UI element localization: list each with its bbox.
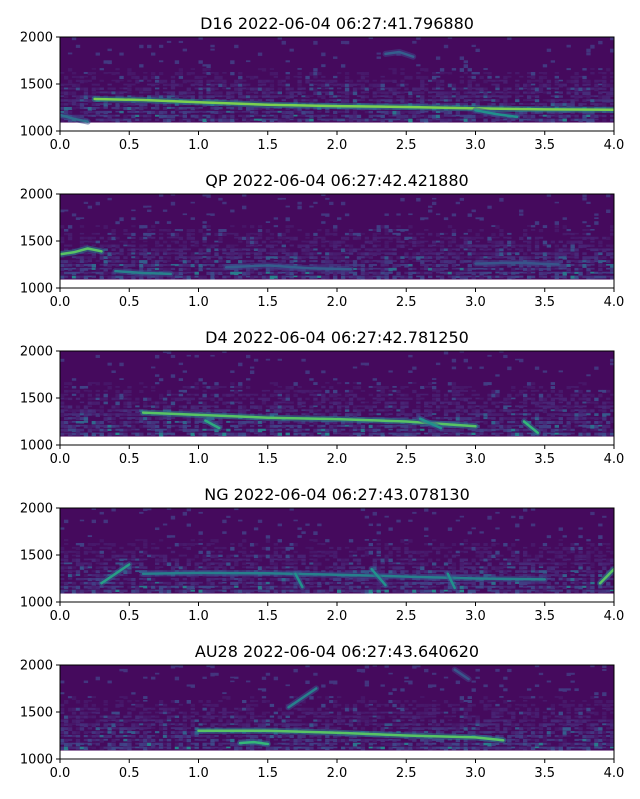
track-3: [453, 668, 470, 681]
x-tick-label: 1.5: [257, 452, 278, 467]
x-tick-label: 3.5: [534, 295, 555, 310]
spectrogram-panel-0: 0.0 0.5 1.0 1.5 2.0 2.5 3.0 3.5 4.0 1000 1500 2000: [20, 31, 624, 154]
track-2: [384, 50, 415, 58]
x-tick-label: 1.5: [257, 766, 278, 781]
track-3: [370, 567, 387, 587]
y-tick-label: 2000: [20, 188, 53, 203]
x-tick-label: 0.0: [50, 138, 71, 153]
y-tick-label: 2000: [20, 345, 53, 360]
y-tick-label: 1500: [20, 392, 53, 407]
x-tick-label: 0.5: [119, 609, 140, 624]
x-tick-label: 2.0: [327, 766, 348, 781]
x-tick-label: 0.5: [119, 295, 140, 310]
x-tick-label: 0.5: [119, 452, 140, 467]
x-tick-label: 4.0: [604, 609, 625, 624]
y-tick-label: 1500: [20, 549, 53, 564]
track-3: [474, 261, 560, 266]
x-tick-label: 3.0: [465, 452, 486, 467]
track-0: [93, 97, 614, 112]
x-tick-label: 0.0: [50, 452, 71, 467]
spectrogram-panel-4: 0.0 0.5 1.0 1.5 2.0 2.5 3.0 3.5 4.0 1000 1500 2000: [20, 659, 624, 782]
x-tick-label: 2.5: [396, 452, 417, 467]
spectrogram-noise: [60, 351, 614, 437]
y-tick-label: 1000: [20, 282, 53, 297]
track-1: [287, 687, 318, 709]
track-2: [224, 264, 353, 271]
x-tick-label: 1.0: [188, 138, 209, 153]
y-tick-label: 1500: [20, 706, 53, 721]
panel-title-0: D16 2022-06-04 06:27:41.796880: [200, 14, 474, 33]
y-tick-label: 1000: [20, 125, 53, 140]
x-tick-label: 3.0: [465, 766, 486, 781]
track-1: [204, 419, 221, 430]
x-tick-label: 3.5: [534, 766, 555, 781]
x-tick-label: 1.0: [188, 766, 209, 781]
spectrogram-noise: [60, 665, 614, 751]
panel-title-3: NG 2022-06-04 06:27:43.078130: [204, 485, 470, 504]
x-tick-label: 2.5: [396, 609, 417, 624]
x-tick-label: 0.5: [119, 766, 140, 781]
track-2: [418, 417, 443, 430]
y-tick-label: 1000: [20, 439, 53, 454]
y-tick-label: 2000: [20, 502, 53, 517]
x-tick-label: 1.5: [257, 609, 278, 624]
panel-title-4: AU28 2022-06-04 06:27:43.640620: [195, 642, 479, 661]
y-tick-label: 1000: [20, 596, 53, 611]
x-tick-label: 3.0: [465, 295, 486, 310]
spectrogram-panel-2: 0.0 0.5 1.0 1.5 2.0 2.5 3.0 3.5 4.0 1000 1500 2000: [20, 345, 624, 468]
x-tick-label: 3.0: [465, 138, 486, 153]
x-tick-label: 0.0: [50, 295, 71, 310]
panel-title-2: D4 2022-06-04 06:27:42.781250: [205, 328, 469, 347]
x-tick-label: 1.5: [257, 138, 278, 153]
track-2: [238, 740, 270, 746]
track-1: [100, 563, 131, 585]
x-tick-label: 0.0: [50, 609, 71, 624]
y-tick-label: 1500: [20, 78, 53, 93]
track-5: [598, 567, 614, 585]
track-1: [114, 269, 173, 276]
track-4: [446, 572, 456, 590]
x-tick-label: 2.0: [327, 452, 348, 467]
x-tick-label: 0.5: [119, 138, 140, 153]
y-tick-label: 1000: [20, 753, 53, 768]
track-2: [294, 572, 304, 589]
x-tick-label: 2.0: [327, 609, 348, 624]
x-tick-label: 2.0: [327, 295, 348, 310]
track-1: [60, 113, 89, 123]
x-tick-label: 3.5: [534, 609, 555, 624]
x-tick-label: 2.5: [396, 295, 417, 310]
x-tick-label: 1.0: [188, 452, 209, 467]
track-3: [474, 109, 519, 119]
y-tick-label: 2000: [20, 659, 53, 674]
x-tick-label: 1.5: [257, 295, 278, 310]
x-tick-label: 3.5: [534, 452, 555, 467]
x-tick-label: 4.0: [604, 295, 625, 310]
x-tick-label: 4.0: [604, 766, 625, 781]
x-tick-label: 0.0: [50, 766, 71, 781]
track-0: [60, 247, 103, 256]
x-tick-label: 1.0: [188, 609, 209, 624]
y-tick-label: 2000: [20, 31, 53, 46]
track-0: [141, 411, 477, 428]
x-tick-label: 4.0: [604, 138, 625, 153]
x-tick-label: 2.5: [396, 138, 417, 153]
spectrogram-panel-1: 0.0 0.5 1.0 1.5 2.0 2.5 3.0 3.5 4.0 1000 1500 2000: [20, 188, 624, 311]
x-tick-label: 4.0: [604, 452, 625, 467]
spectrogram-panel-3: 0.0 0.5 1.0 1.5 2.0 2.5 3.0 3.5 4.0 1000 1500 2000: [20, 502, 624, 625]
y-tick-label: 1500: [20, 235, 53, 250]
x-tick-label: 3.5: [534, 138, 555, 153]
track-3: [522, 420, 540, 435]
panel-title-1: QP 2022-06-04 06:27:42.421880: [205, 171, 468, 190]
x-tick-label: 2.5: [396, 766, 417, 781]
track-0: [141, 571, 547, 581]
x-tick-label: 3.0: [465, 609, 486, 624]
x-tick-label: 2.0: [327, 138, 348, 153]
track-0: [197, 729, 505, 742]
x-tick-label: 1.0: [188, 295, 209, 310]
